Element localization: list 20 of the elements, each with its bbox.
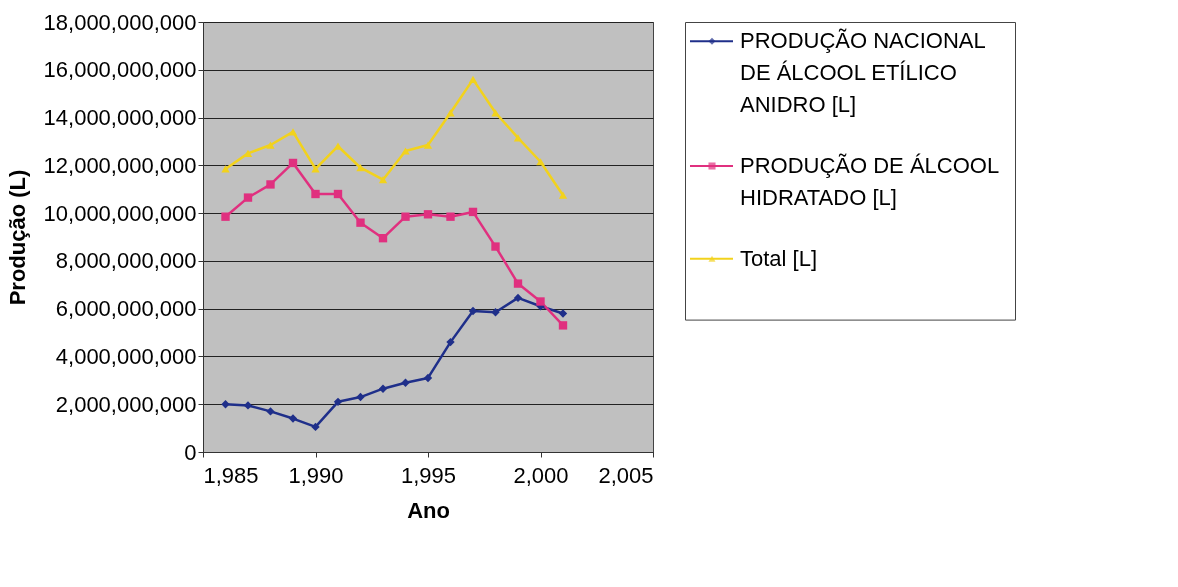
y-tick-label: 12,000,000,000	[43, 152, 197, 178]
x-tick-label: 1,985	[203, 462, 259, 488]
legend-label: Total [L]	[740, 245, 818, 271]
y-tick-label: 8,000,000,000	[55, 248, 197, 274]
y-tick-label: 6,000,000,000	[55, 296, 197, 322]
y-tick-label: 10,000,000,000	[43, 200, 197, 226]
x-tick-label: 2,005	[598, 462, 654, 488]
y-axis-title: Produção (L)	[4, 169, 30, 306]
x-tick-label: 2,000	[513, 462, 569, 488]
legend-label: PRODUÇÃO DE ÁLCOOL HIDRATADO [L]	[740, 153, 1000, 210]
y-tick-label: 4,000,000,000	[55, 343, 197, 369]
x-tick-label: 1,990	[288, 462, 344, 488]
y-tick-label: 18,000,000,000	[43, 9, 197, 35]
legend-label: PRODUÇÃO NACIONAL DE ÁLCOOL ETÍLICO ANIDRO [L]	[740, 28, 986, 118]
x-tick-label: 1,995	[400, 462, 457, 488]
y-tick-label: 14,000,000,000	[43, 105, 197, 131]
y-tick-label: 16,000,000,000	[43, 57, 197, 83]
y-tick-label: 0	[184, 439, 197, 465]
x-axis-title: Ano	[407, 497, 450, 523]
y-tick-label: 2,000,000,000	[55, 391, 197, 417]
